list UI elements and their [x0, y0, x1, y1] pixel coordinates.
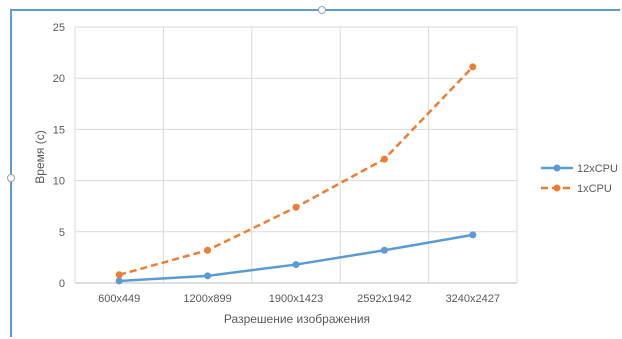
x-tick-label: 1900x1423: [269, 293, 323, 305]
data-point: [115, 271, 123, 279]
y-tick-label: 20: [53, 73, 65, 85]
resize-handle-top[interactable]: [318, 6, 326, 14]
data-point: [204, 246, 212, 254]
data-point: [380, 246, 388, 254]
legend-marker-0: [553, 164, 561, 172]
x-axis-title: Разрешение изображения: [224, 312, 370, 326]
x-tick-label: 2592x1942: [357, 293, 411, 305]
x-tick-label: 3240x2427: [446, 293, 500, 305]
data-point: [292, 203, 300, 211]
series-line-0: [119, 233, 474, 283]
gridlines: [74, 26, 518, 284]
y-tick-label: 5: [59, 227, 65, 239]
data-point: [115, 277, 123, 285]
y-tick-label: 10: [53, 176, 65, 188]
data-point: [469, 231, 477, 239]
data-point: [204, 272, 212, 280]
chart-frame: [10, 9, 620, 337]
resize-handle-left[interactable]: [7, 174, 15, 182]
legend-marker-1: [553, 184, 561, 192]
legend-label-0: 12xCPU: [577, 163, 618, 175]
y-tick-label: 15: [53, 124, 65, 136]
y-tick-label: 25: [53, 22, 65, 34]
axes: 0 5 10 15 20 25 600x449 1200x899 1900x1423 2592x1…: [53, 22, 500, 305]
series-group: [115, 63, 477, 285]
legend-label-1: 1xCPU: [577, 183, 612, 195]
y-tick-label: 0: [59, 278, 65, 290]
y-axis-title: Время (с): [33, 130, 47, 183]
x-tick-label: 600x449: [98, 293, 140, 305]
x-tick-label: 1200x899: [183, 293, 231, 305]
data-point: [469, 63, 477, 71]
data-point: [380, 155, 388, 163]
data-point: [292, 261, 300, 269]
legend: 12xCPU 1xCPU: [541, 163, 618, 195]
